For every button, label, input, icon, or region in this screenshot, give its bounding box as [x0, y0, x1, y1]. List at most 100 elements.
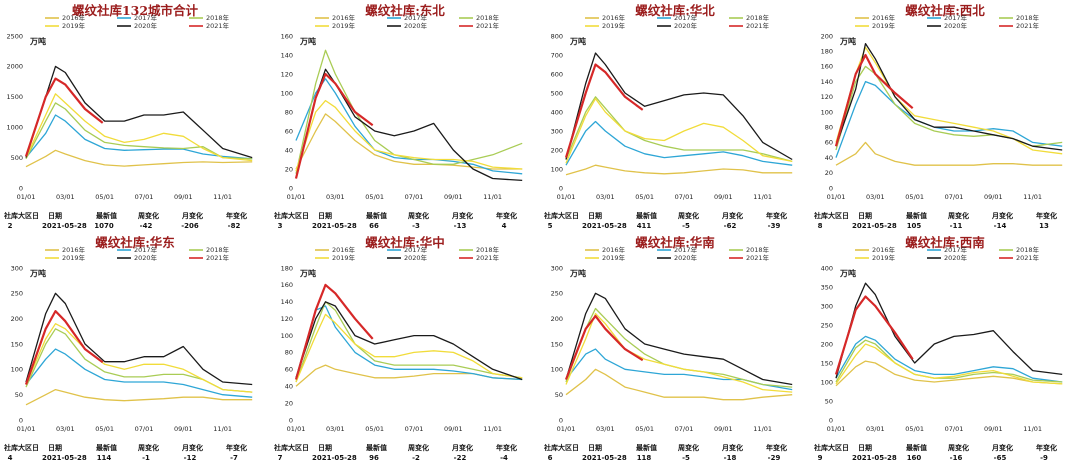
- legend-label: 2020年: [944, 21, 968, 30]
- legend-label: 2021年: [476, 253, 500, 262]
- y-tick-label: 150: [11, 340, 23, 348]
- x-tick-label: 01/01: [17, 425, 36, 433]
- footer-value: 7: [278, 454, 283, 462]
- series-line-2016年: [835, 360, 1063, 387]
- footer-label: 日期: [318, 443, 332, 452]
- footer-value: 4: [502, 222, 507, 230]
- series-line-2020年: [25, 292, 253, 386]
- legend-item-2021年: 2021年: [189, 253, 230, 262]
- footer-value: 2: [8, 222, 13, 230]
- footer-value: 411: [637, 222, 652, 230]
- footer-date: 2021-05-28: [852, 454, 897, 462]
- y-tick-label: 100: [821, 108, 833, 116]
- legend-item-2016年: 2016年: [855, 13, 896, 22]
- x-tick-label: 07/01: [135, 193, 154, 201]
- y-tick-label: 160: [281, 281, 293, 289]
- y-tick-label: 300: [551, 127, 563, 135]
- footer-label: 社库大区日: [273, 443, 309, 452]
- x-tick-label: 03/01: [56, 425, 75, 433]
- legend-label: 2020年: [674, 21, 698, 30]
- x-tick-label: 05/01: [635, 425, 654, 433]
- legend-label: 2016年: [602, 13, 626, 22]
- footer-label: 年变化: [496, 443, 517, 452]
- legend-item-2020年: 2020年: [657, 21, 698, 30]
- series-line-2021年: [834, 295, 914, 375]
- legend-item-2021年: 2021年: [729, 21, 770, 30]
- y-tick-label: 350: [821, 283, 833, 291]
- x-tick-label: 03/01: [596, 425, 615, 433]
- series-line-2018年: [835, 65, 1063, 151]
- x-tick-label: 01/01: [827, 193, 846, 201]
- chart-panel-8: 螺纹社库:西南 万吨 2016年 2017年 2018年 2019年 2020年 2021年 0…: [810, 232, 1080, 464]
- y-tick-label: 200: [551, 315, 563, 323]
- footer-date: 2021-05-28: [42, 222, 87, 230]
- y-tick-label: 0: [829, 416, 833, 424]
- legend-label: 2020年: [404, 253, 428, 262]
- legend-item-2019年: 2019年: [855, 21, 896, 30]
- footer-value: -4: [500, 454, 508, 462]
- y-tick-label: 120: [281, 315, 293, 323]
- y-tick-label: 1000: [6, 124, 23, 132]
- legend-label: 2020年: [944, 253, 968, 262]
- footer-value: -13: [454, 222, 467, 230]
- footer-value: -3: [412, 222, 420, 230]
- legend-label: 2016年: [62, 245, 86, 254]
- legend-label: 2016年: [872, 13, 896, 22]
- legend-label: 2021年: [746, 253, 770, 262]
- legend-label: 2019年: [62, 253, 86, 262]
- footer-value: 105: [907, 222, 922, 230]
- legend-label: 2021年: [1016, 21, 1040, 30]
- footer-label: 周变化: [138, 443, 159, 452]
- legend-label: 2019年: [62, 21, 86, 30]
- legend-label: 2018年: [746, 13, 770, 22]
- footer-label: 周变化: [408, 443, 429, 452]
- series-line-2016年: [295, 113, 523, 170]
- legend-label: 2017年: [674, 13, 698, 22]
- series-line-2019年: [565, 312, 793, 393]
- legend-label: 2018年: [1016, 245, 1040, 254]
- x-tick-label: 05/01: [365, 193, 384, 201]
- footer-label: 月变化: [451, 443, 473, 452]
- y-tick-label: 140: [281, 298, 293, 306]
- legend-item-2016年: 2016年: [585, 13, 626, 22]
- y-tick-label: 0: [829, 184, 833, 192]
- unit-label: 万吨: [839, 268, 856, 278]
- legend-item-2018年: 2018年: [459, 13, 500, 22]
- footer-label: 日期: [48, 211, 62, 220]
- legend-label: 2021年: [206, 21, 230, 30]
- y-tick-label: 0: [289, 416, 293, 424]
- series-line-2020年: [835, 282, 1063, 379]
- y-tick-label: 160: [821, 63, 833, 71]
- series-line-2016年: [565, 368, 793, 401]
- footer-label: 社库大区日: [3, 211, 39, 220]
- footer-value: 5: [548, 222, 553, 230]
- x-tick-label: 03/01: [326, 193, 345, 201]
- x-tick-label: 11/01: [1023, 193, 1042, 201]
- series-line-2020年: [565, 52, 793, 161]
- x-tick-label: 11/01: [1023, 425, 1042, 433]
- footer-date: 2021-05-28: [582, 222, 627, 230]
- footer-value: 160: [907, 454, 922, 462]
- footer-label: 周变化: [948, 211, 969, 220]
- footer-label: 月变化: [721, 211, 743, 220]
- x-tick-label: 09/01: [174, 425, 193, 433]
- legend-item-2017年: 2017年: [117, 245, 158, 254]
- series-line-2018年: [295, 49, 523, 174]
- x-tick-label: 07/01: [945, 193, 964, 201]
- legend-item-2017年: 2017年: [927, 13, 968, 22]
- y-tick-label: 60: [825, 139, 833, 147]
- legend-item-2017年: 2017年: [927, 245, 968, 254]
- series-line-2021年: [24, 309, 104, 385]
- legend-item-2018年: 2018年: [729, 13, 770, 22]
- legend-item-2020年: 2020年: [117, 21, 158, 30]
- footer-value: -18: [724, 454, 737, 462]
- footer-value: -82: [228, 222, 241, 230]
- y-tick-label: 20: [285, 165, 293, 173]
- x-tick-label: 07/01: [405, 425, 424, 433]
- x-tick-label: 11/01: [753, 425, 772, 433]
